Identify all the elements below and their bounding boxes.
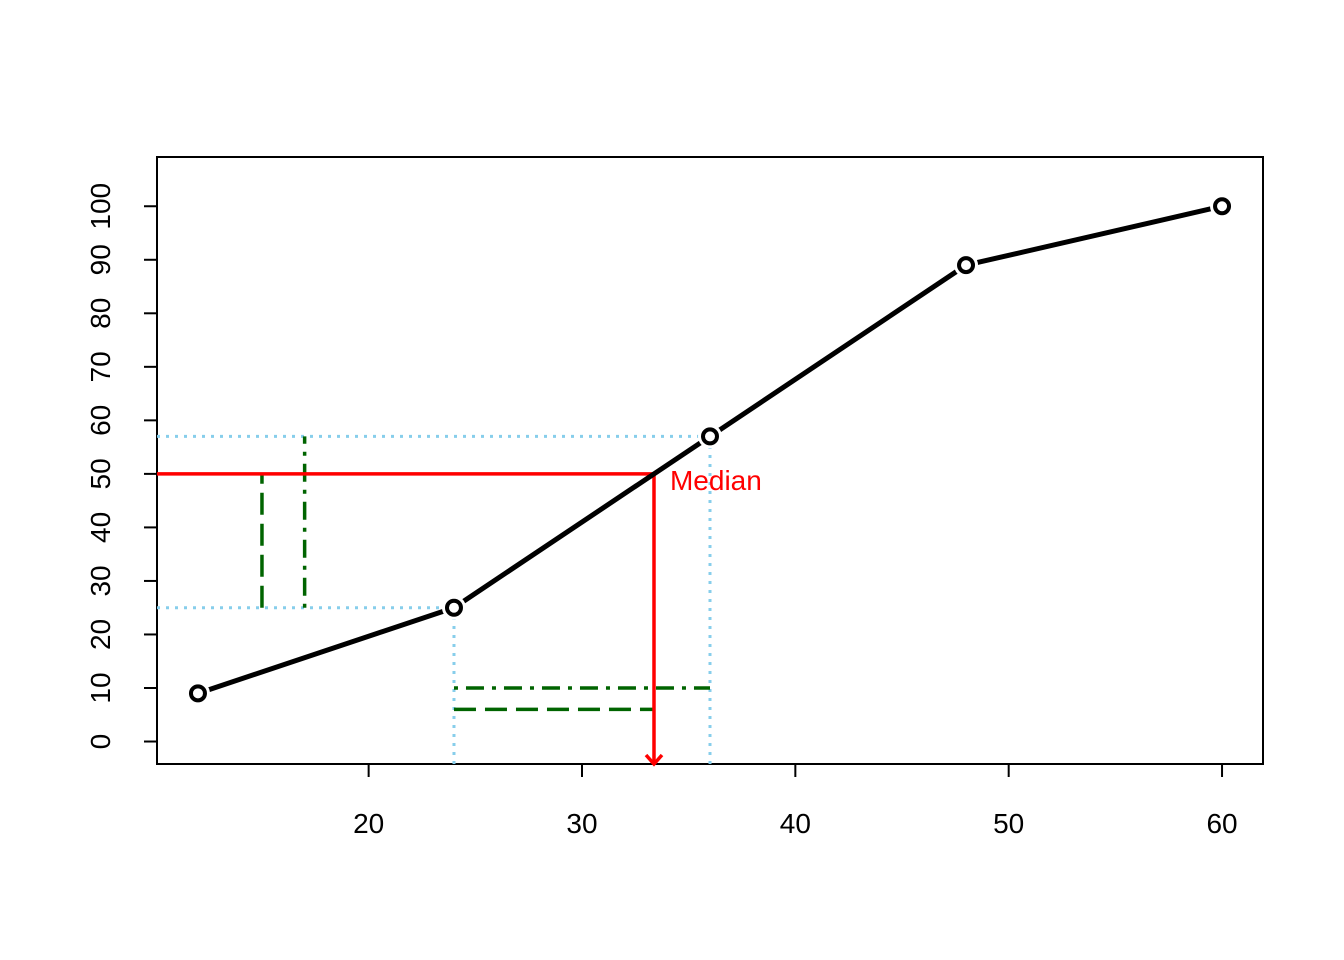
point (1213, 197, 1232, 216)
y-tick-label: 90 (85, 244, 116, 275)
x-tick-label: 40 (780, 808, 811, 839)
point (444, 598, 463, 617)
x-tick-label: 30 (566, 808, 597, 839)
x-tick-label: 60 (1206, 808, 1237, 839)
arrow-head (644, 753, 664, 767)
y-tick-label: 40 (85, 512, 116, 543)
point (957, 256, 976, 275)
point (701, 427, 719, 446)
y-tick-label: 70 (85, 351, 116, 382)
y-tick-label: 60 (85, 405, 116, 436)
y-tick-label: 0 (85, 734, 116, 750)
y-tick-label: 80 (85, 298, 116, 329)
annotation: Median (670, 465, 762, 496)
y-tick-label: 30 (85, 565, 116, 596)
x-tick-label: 20 (353, 808, 384, 839)
line (197, 203, 1223, 696)
point (188, 684, 207, 703)
x-tick-label: 50 (993, 808, 1024, 839)
y-tick-label: 100 (85, 183, 116, 230)
y-tick-label: 50 (85, 458, 116, 489)
y-tick-label: 10 (85, 672, 116, 703)
y-tick-label: 20 (85, 619, 116, 650)
